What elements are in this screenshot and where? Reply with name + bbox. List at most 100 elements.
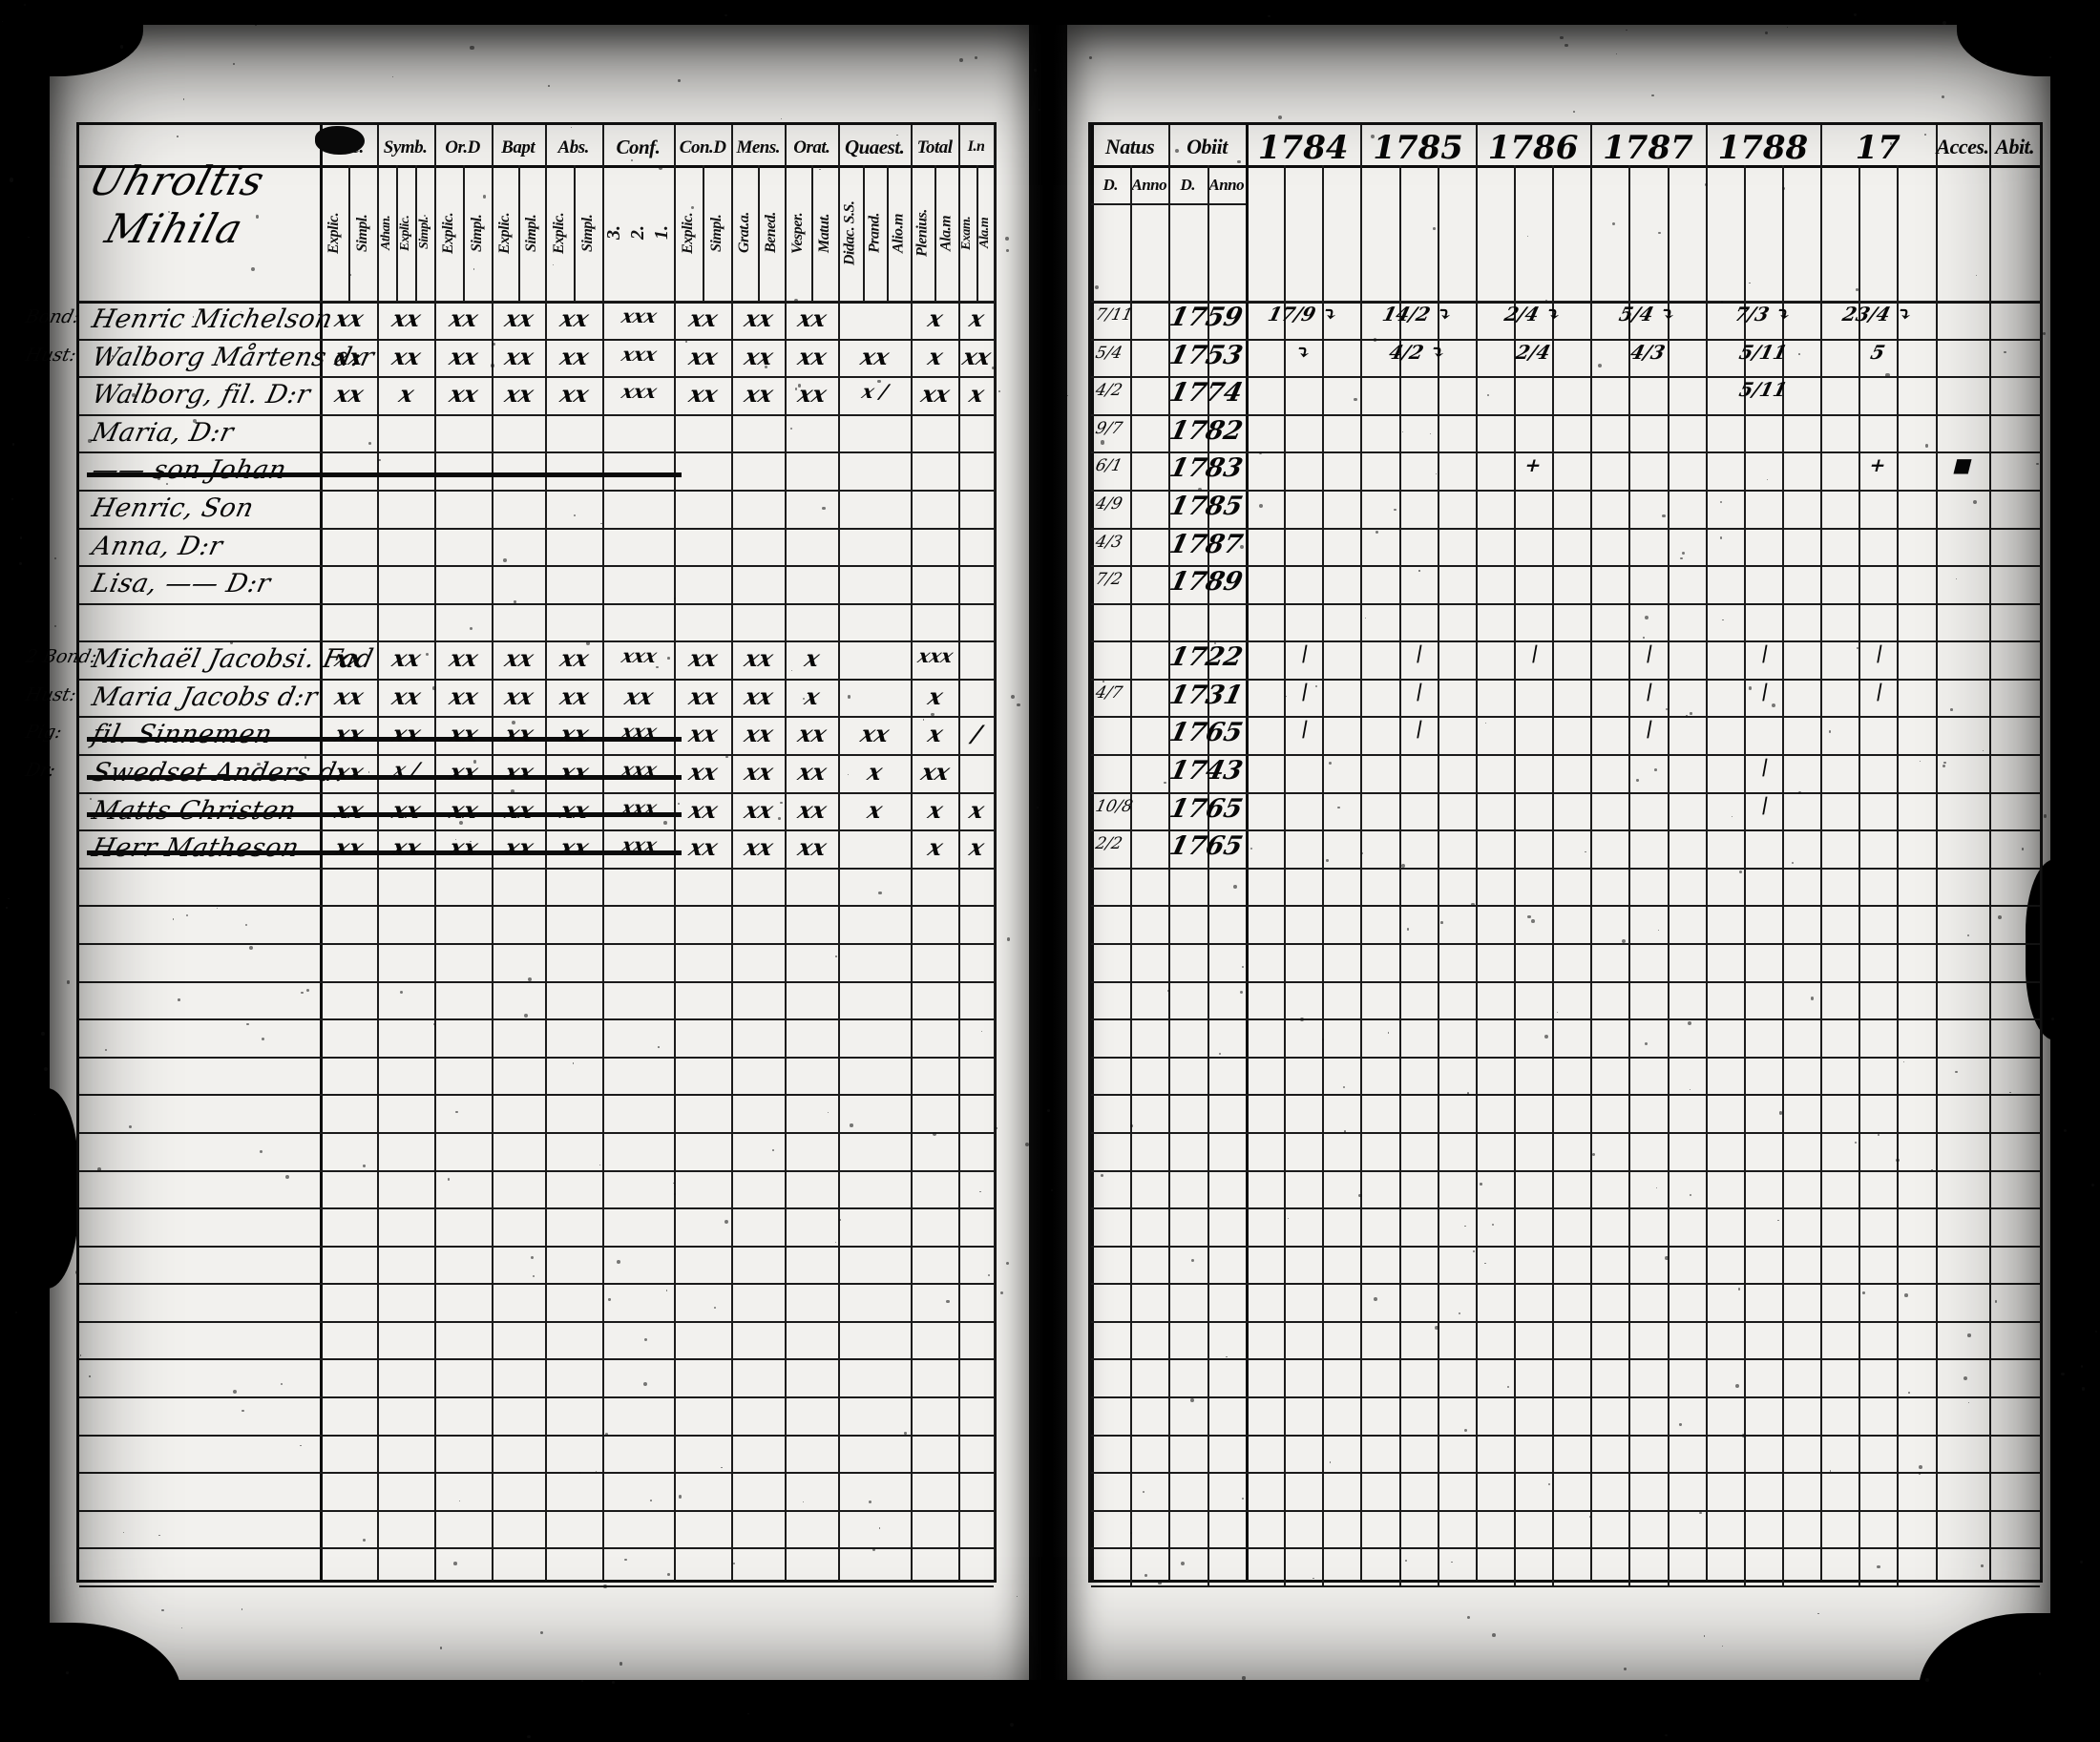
scan-noise-speck	[1655, 1186, 1657, 1189]
scan-noise-speck	[1657, 930, 1659, 932]
row-mark: xx	[742, 758, 777, 787]
scan-noise-speck	[779, 801, 783, 805]
column-header-17: 17	[1855, 129, 1900, 167]
scan-noise-speck	[1950, 708, 1953, 711]
scan-noise-speck	[1005, 248, 1009, 252]
row-rule-6	[79, 527, 994, 530]
row-mark: xx	[795, 758, 830, 787]
scan-noise-speck	[1889, 142, 1893, 145]
scan-noise-speck	[1011, 695, 1016, 700]
column-divider-10	[2040, 125, 2042, 1580]
scan-noise-speck	[572, 1062, 575, 1064]
scan-noise-speck	[1967, 1333, 1971, 1337]
scan-noise-speck	[1472, 1249, 1475, 1252]
scan-noise-speck	[1337, 806, 1340, 809]
scan-noise-speck	[66, 979, 71, 984]
natus-day: 2/2	[1093, 834, 1124, 854]
scan-noise-speck	[229, 640, 234, 644]
scan-noise-speck	[1778, 1111, 1783, 1115]
cell-y17: 5	[1868, 340, 1888, 364]
scan-noise-speck	[1315, 684, 1318, 687]
row-mark: xx	[556, 720, 592, 748]
row-rule-14	[1091, 829, 2040, 832]
scan-noise-speck	[896, 134, 898, 136]
scan-noise-speck	[1559, 35, 1564, 40]
row-mark: xx	[388, 304, 424, 332]
row-mark: xx	[556, 644, 592, 673]
scan-noise-speck	[469, 626, 472, 630]
row-name: Lisa, —— D:r	[89, 569, 274, 599]
scan-noise-speck	[447, 1178, 450, 1181]
scan-noise-speck	[2043, 814, 2047, 818]
subcolumn-divider	[976, 165, 978, 301]
scan-noise-speck	[1942, 764, 1945, 767]
row-rule-7	[79, 565, 994, 568]
scan-noise-speck	[2061, 1372, 2065, 1376]
scan-noise-speck	[1240, 990, 1244, 994]
year-tally-divider	[1322, 165, 1325, 1585]
scan-noise-speck	[778, 816, 781, 820]
row-mark: xx	[331, 833, 367, 862]
subheader-cond-0: Explic.	[680, 212, 697, 254]
scan-noise-speck	[300, 1444, 302, 1447]
subcolumn-divider	[573, 165, 576, 301]
row-mark: xx	[858, 342, 893, 370]
scan-noise-speck	[1329, 761, 1333, 765]
row-mark: x	[865, 795, 886, 824]
scan-noise-speck	[493, 343, 496, 346]
scan-noise-speck	[1621, 938, 1626, 943]
subcolumn-divider	[517, 165, 520, 301]
scan-noise-speck	[1878, 1133, 1880, 1136]
scan-noise-speck	[872, 1548, 876, 1552]
subheader-obiit-1: Anno	[1208, 175, 1245, 194]
year-tally-divider	[1284, 165, 1287, 1585]
row-mark: xx	[501, 833, 536, 862]
year-tally-divider	[1743, 165, 1746, 1585]
scan-noise-speck	[1471, 902, 1475, 907]
scan-noise-speck	[523, 1014, 529, 1018]
row-mark: x	[966, 304, 988, 332]
scan-noise-speck	[1242, 1498, 1245, 1501]
scan-noise-speck	[19, 536, 23, 539]
scan-noise-speck	[1817, 1612, 1819, 1615]
scan-noise-speck	[878, 891, 882, 894]
scan-noise-speck	[1643, 637, 1645, 639]
subheader-natus-1: Anno	[1131, 175, 1167, 194]
scan-noise-speck	[1321, 1038, 1324, 1040]
natus-year: 1785	[1166, 491, 1246, 521]
scan-noise-speck	[595, 1471, 598, 1473]
row-rule-2	[79, 376, 994, 379]
scan-noise-speck	[1885, 373, 1890, 378]
scan-noise-speck	[790, 428, 793, 430]
scan-noise-speck	[1406, 928, 1410, 931]
row-mark: x	[966, 795, 988, 824]
cell-y1784: ⧹	[1296, 642, 1310, 666]
scan-noise-speck	[1286, 695, 1288, 697]
scan-noise-speck	[193, 316, 195, 318]
row-rank-label: 2 Bond:	[23, 646, 99, 668]
scan-noise-speck	[724, 13, 727, 17]
subheader-quaest-1: Prand.	[866, 213, 883, 253]
row-mark: xx	[501, 720, 536, 748]
scan-noise-speck	[1966, 934, 1970, 937]
row-mark: xxx	[619, 720, 660, 744]
scan-noise-speck	[1628, 737, 1630, 739]
subheader-orat-1: Matut.	[816, 213, 833, 253]
row-mark: xx	[501, 644, 536, 673]
row-mark: xx	[795, 720, 830, 748]
scan-noise-speck	[980, 1031, 982, 1033]
subheader-quaest-2: Alio.m	[890, 213, 907, 253]
scan-noise-speck	[119, 45, 124, 49]
row-mark: xx	[331, 795, 367, 824]
scan-noise-speck	[161, 1608, 164, 1611]
cell-y1785: 14/2 ⤵	[1380, 303, 1457, 325]
row-rule-7	[1091, 565, 2040, 568]
scan-noise-speck	[1984, 61, 1987, 65]
scan-noise-speck	[1360, 851, 1364, 855]
row-mark: xx	[795, 833, 830, 862]
scan-noise-speck	[2004, 350, 2006, 354]
scan-noise-speck	[932, 1132, 936, 1137]
scan-noise-speck	[1997, 915, 2002, 919]
row-mark: xx	[331, 682, 367, 710]
subheader-in-0: Exam.	[959, 216, 975, 250]
